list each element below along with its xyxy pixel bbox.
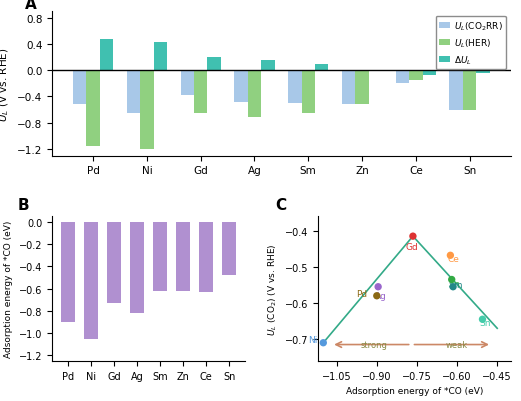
Bar bbox=[73, 71, 86, 105]
Point bbox=[449, 284, 457, 290]
Text: A: A bbox=[24, 0, 36, 12]
Y-axis label: $U_L$ (CO$_2$) (V vs. RHE): $U_L$ (CO$_2$) (V vs. RHE) bbox=[267, 243, 279, 335]
Bar bbox=[154, 43, 167, 71]
Bar bbox=[194, 71, 207, 113]
Bar bbox=[395, 71, 409, 84]
Bar bbox=[61, 222, 75, 322]
Point bbox=[373, 293, 381, 299]
Bar bbox=[140, 71, 154, 150]
Bar bbox=[207, 58, 221, 71]
Text: Ce: Ce bbox=[447, 255, 459, 264]
Bar bbox=[127, 71, 140, 113]
Point bbox=[319, 340, 328, 346]
Legend: $U_L$(CO$_2$RR), $U_L$(HER), $\Delta U_L$: $U_L$(CO$_2$RR), $U_L$(HER), $\Delta U_L… bbox=[436, 16, 506, 70]
Text: Sn: Sn bbox=[479, 318, 491, 328]
X-axis label: Adsorption energy of *CO (eV): Adsorption energy of *CO (eV) bbox=[345, 386, 483, 395]
Bar bbox=[288, 71, 302, 104]
Bar bbox=[342, 71, 355, 105]
Bar bbox=[84, 222, 98, 339]
Bar bbox=[153, 222, 167, 291]
Bar bbox=[463, 71, 476, 110]
Point bbox=[478, 316, 487, 323]
Bar bbox=[107, 222, 121, 303]
Text: weak: weak bbox=[446, 340, 468, 349]
Bar bbox=[176, 222, 190, 291]
Bar bbox=[180, 71, 194, 96]
Text: Zn: Zn bbox=[449, 279, 461, 288]
Bar bbox=[423, 71, 436, 76]
Text: Ni: Ni bbox=[308, 335, 317, 344]
Bar bbox=[247, 71, 261, 118]
Text: C: C bbox=[276, 198, 287, 213]
Y-axis label: $U_L$ (V vs. RHE): $U_L$ (V vs. RHE) bbox=[0, 47, 11, 121]
Bar bbox=[261, 61, 275, 71]
Point bbox=[374, 284, 382, 290]
Bar bbox=[315, 65, 328, 71]
Bar bbox=[130, 222, 144, 313]
Y-axis label: Adsorption energy of *CO (eV): Adsorption energy of *CO (eV) bbox=[4, 220, 14, 357]
Bar bbox=[450, 71, 463, 110]
Point bbox=[448, 277, 456, 283]
Text: B: B bbox=[17, 198, 29, 213]
Bar bbox=[302, 71, 315, 113]
Bar bbox=[86, 71, 100, 146]
Text: Ag: Ag bbox=[375, 292, 387, 300]
Bar bbox=[100, 40, 113, 71]
Bar bbox=[355, 71, 369, 105]
Text: strong: strong bbox=[361, 340, 388, 349]
Bar bbox=[199, 222, 213, 292]
Bar bbox=[409, 71, 423, 81]
Bar bbox=[476, 71, 490, 74]
Bar bbox=[234, 71, 247, 103]
Text: Sm: Sm bbox=[449, 281, 463, 290]
Point bbox=[409, 233, 417, 240]
Text: Pd: Pd bbox=[356, 290, 368, 299]
Point bbox=[446, 253, 454, 259]
Text: Gd: Gd bbox=[405, 242, 418, 251]
Bar bbox=[222, 222, 236, 275]
